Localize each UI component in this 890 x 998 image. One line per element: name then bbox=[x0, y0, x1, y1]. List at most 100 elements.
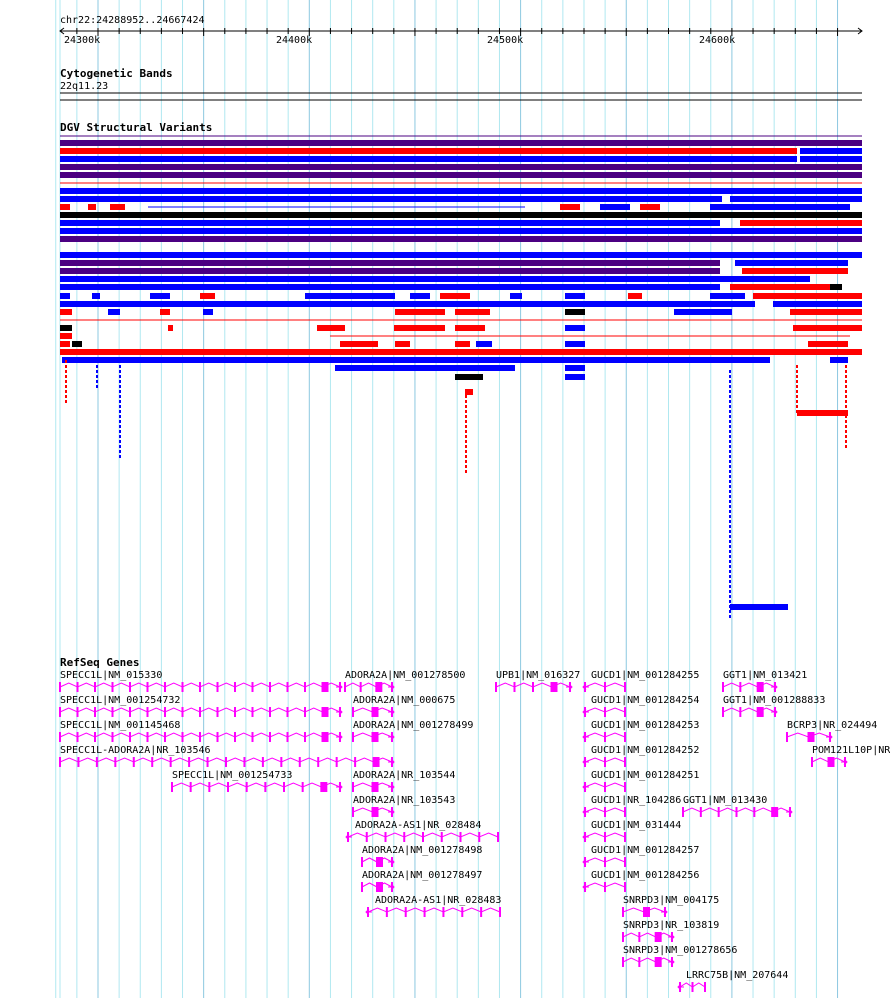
dgv-variant-feature[interactable] bbox=[60, 252, 862, 258]
dgv-variant-feature[interactable] bbox=[60, 204, 70, 210]
gene-label[interactable]: GGT1|NM_001288833 bbox=[723, 695, 826, 706]
dgv-variant-feature[interactable] bbox=[60, 268, 720, 274]
dgv-variant-feature[interactable] bbox=[797, 410, 848, 416]
gene-exon-feature[interactable] bbox=[317, 757, 320, 767]
gene-exon-feature[interactable] bbox=[129, 732, 131, 742]
dgv-variant-feature[interactable] bbox=[560, 204, 580, 210]
gene-exon-feature[interactable] bbox=[114, 757, 117, 767]
dgv-variant-feature[interactable] bbox=[790, 309, 862, 315]
gene-exon-feature[interactable] bbox=[129, 707, 131, 717]
gene-exon-feature[interactable] bbox=[164, 732, 166, 742]
dgv-variant-feature[interactable] bbox=[440, 293, 470, 299]
gene-exon-feature[interactable] bbox=[359, 682, 362, 692]
gene-exon-feature[interactable] bbox=[269, 732, 271, 742]
gene-label[interactable]: LRRC75B|NM_207644 bbox=[686, 970, 789, 981]
gene-exon-feature[interactable] bbox=[459, 832, 462, 842]
gene-exon-feature[interactable] bbox=[286, 732, 289, 742]
gene-exon-feature[interactable] bbox=[199, 732, 201, 742]
gene-exon-feature[interactable] bbox=[811, 757, 813, 767]
gene-label[interactable]: SPECC1L|NM_001145468 bbox=[60, 720, 181, 731]
gene-exon-feature[interactable] bbox=[234, 682, 236, 692]
gene-exon-feature[interactable] bbox=[146, 707, 149, 717]
dgv-variant-feature[interactable] bbox=[455, 325, 485, 331]
dgv-variant-feature[interactable] bbox=[510, 293, 522, 299]
gene-exon-feature[interactable] bbox=[722, 707, 724, 717]
gene-exon-feature[interactable] bbox=[269, 707, 271, 717]
gene-label[interactable]: GUCD1|NM_001284257 bbox=[591, 845, 700, 856]
gene-exon-feature[interactable] bbox=[208, 782, 211, 792]
gene-exon-feature[interactable] bbox=[654, 957, 662, 967]
gene-exon-feature[interactable] bbox=[227, 782, 229, 792]
gene-exon-feature[interactable] bbox=[753, 807, 756, 817]
gene-exon-feature[interactable] bbox=[771, 807, 779, 817]
gene-intron-feature[interactable] bbox=[722, 682, 776, 688]
dgv-variant-feature[interactable] bbox=[674, 309, 732, 315]
gene-exon-feature[interactable] bbox=[251, 732, 254, 742]
gene-exon-feature[interactable] bbox=[384, 832, 387, 842]
dgv-variant-feature[interactable] bbox=[110, 204, 125, 210]
gene-exon-feature[interactable] bbox=[717, 807, 720, 817]
gene-exon-feature[interactable] bbox=[301, 782, 304, 792]
gene-label[interactable]: SPECC1L|NM_015330 bbox=[60, 670, 163, 681]
gene-exon-feature[interactable] bbox=[199, 682, 201, 692]
gene-exon-feature[interactable] bbox=[786, 732, 788, 742]
gene-exon-feature[interactable] bbox=[261, 757, 264, 767]
dgv-variant-feature[interactable] bbox=[565, 341, 585, 347]
gene-exon-feature[interactable] bbox=[756, 707, 764, 717]
gene-exon-feature[interactable] bbox=[234, 707, 236, 717]
gene-exon-feature[interactable] bbox=[704, 982, 706, 992]
dgv-variant-feature[interactable] bbox=[335, 365, 515, 371]
gene-exon-feature[interactable] bbox=[722, 682, 724, 692]
gene-exon-feature[interactable] bbox=[298, 757, 301, 767]
dgv-variant-feature[interactable] bbox=[60, 260, 720, 266]
gene-exon-feature[interactable] bbox=[76, 732, 79, 742]
gene-exon-feature[interactable] bbox=[352, 782, 354, 792]
dgv-variant-feature[interactable] bbox=[565, 309, 585, 315]
gene-label[interactable]: ADORA2A|NM_001278500 bbox=[345, 670, 466, 681]
gene-intron-feature[interactable] bbox=[367, 907, 501, 913]
dgv-variant-feature[interactable] bbox=[108, 309, 120, 315]
gene-exon-feature[interactable] bbox=[245, 782, 248, 792]
gene-exon-feature[interactable] bbox=[129, 682, 131, 692]
gene-label[interactable]: ADORA2A|NR_103543 bbox=[353, 795, 456, 806]
dgv-variant-feature[interactable] bbox=[455, 341, 470, 347]
gene-intron-feature[interactable] bbox=[622, 957, 673, 963]
dgv-variant-feature[interactable] bbox=[730, 196, 862, 202]
gene-exon-feature[interactable] bbox=[216, 732, 219, 742]
gene-label[interactable]: ADORA2A|NM_001278498 bbox=[362, 845, 483, 856]
gene-exon-feature[interactable] bbox=[216, 707, 219, 717]
dgv-variant-feature[interactable] bbox=[730, 604, 788, 610]
gene-label[interactable]: GUCD1|NM_001284255 bbox=[591, 670, 700, 681]
gene-label[interactable]: GUCD1|NM_001284253 bbox=[591, 720, 700, 731]
gene-exon-feature[interactable] bbox=[376, 857, 383, 867]
gene-exon-feature[interactable] bbox=[111, 707, 114, 717]
gene-exon-feature[interactable] bbox=[269, 682, 271, 692]
gene-label[interactable]: BCRP3|NR_024494 bbox=[787, 720, 878, 731]
gene-label[interactable]: GUCD1|NM_001284254 bbox=[591, 695, 700, 706]
dgv-variant-feature[interactable] bbox=[60, 148, 797, 154]
gene-exon-feature[interactable] bbox=[403, 832, 406, 842]
gene-label[interactable]: GGT1|NM_013421 bbox=[723, 670, 808, 681]
dgv-variant-feature[interactable] bbox=[395, 341, 410, 347]
dgv-variant-feature[interactable] bbox=[150, 293, 170, 299]
gene-exon-feature[interactable] bbox=[624, 757, 626, 767]
gene-exon-feature[interactable] bbox=[622, 932, 624, 942]
gene-exon-feature[interactable] bbox=[286, 707, 289, 717]
gene-exon-feature[interactable] bbox=[352, 707, 354, 717]
dgv-variant-feature[interactable] bbox=[710, 293, 745, 299]
dgv-variant-feature[interactable] bbox=[60, 309, 72, 315]
gene-label[interactable]: SPECC1L|NM_001254732 bbox=[60, 695, 181, 706]
dgv-variant-feature[interactable] bbox=[72, 341, 82, 347]
gene-exon-feature[interactable] bbox=[59, 757, 61, 767]
gene-exon-feature[interactable] bbox=[827, 757, 835, 767]
gene-exon-feature[interactable] bbox=[151, 757, 154, 767]
gene-exon-feature[interactable] bbox=[376, 882, 383, 892]
gene-exon-feature[interactable] bbox=[344, 682, 346, 692]
gene-exon-feature[interactable] bbox=[372, 757, 380, 767]
gene-exon-feature[interactable] bbox=[422, 832, 424, 842]
gene-exon-feature[interactable] bbox=[95, 757, 98, 767]
dgv-variant-feature[interactable] bbox=[476, 341, 492, 347]
gene-exon-feature[interactable] bbox=[654, 932, 662, 942]
dgv-variant-feature[interactable] bbox=[60, 276, 810, 282]
gene-label[interactable]: ADORA2A-AS1|NR_028484 bbox=[355, 820, 482, 831]
